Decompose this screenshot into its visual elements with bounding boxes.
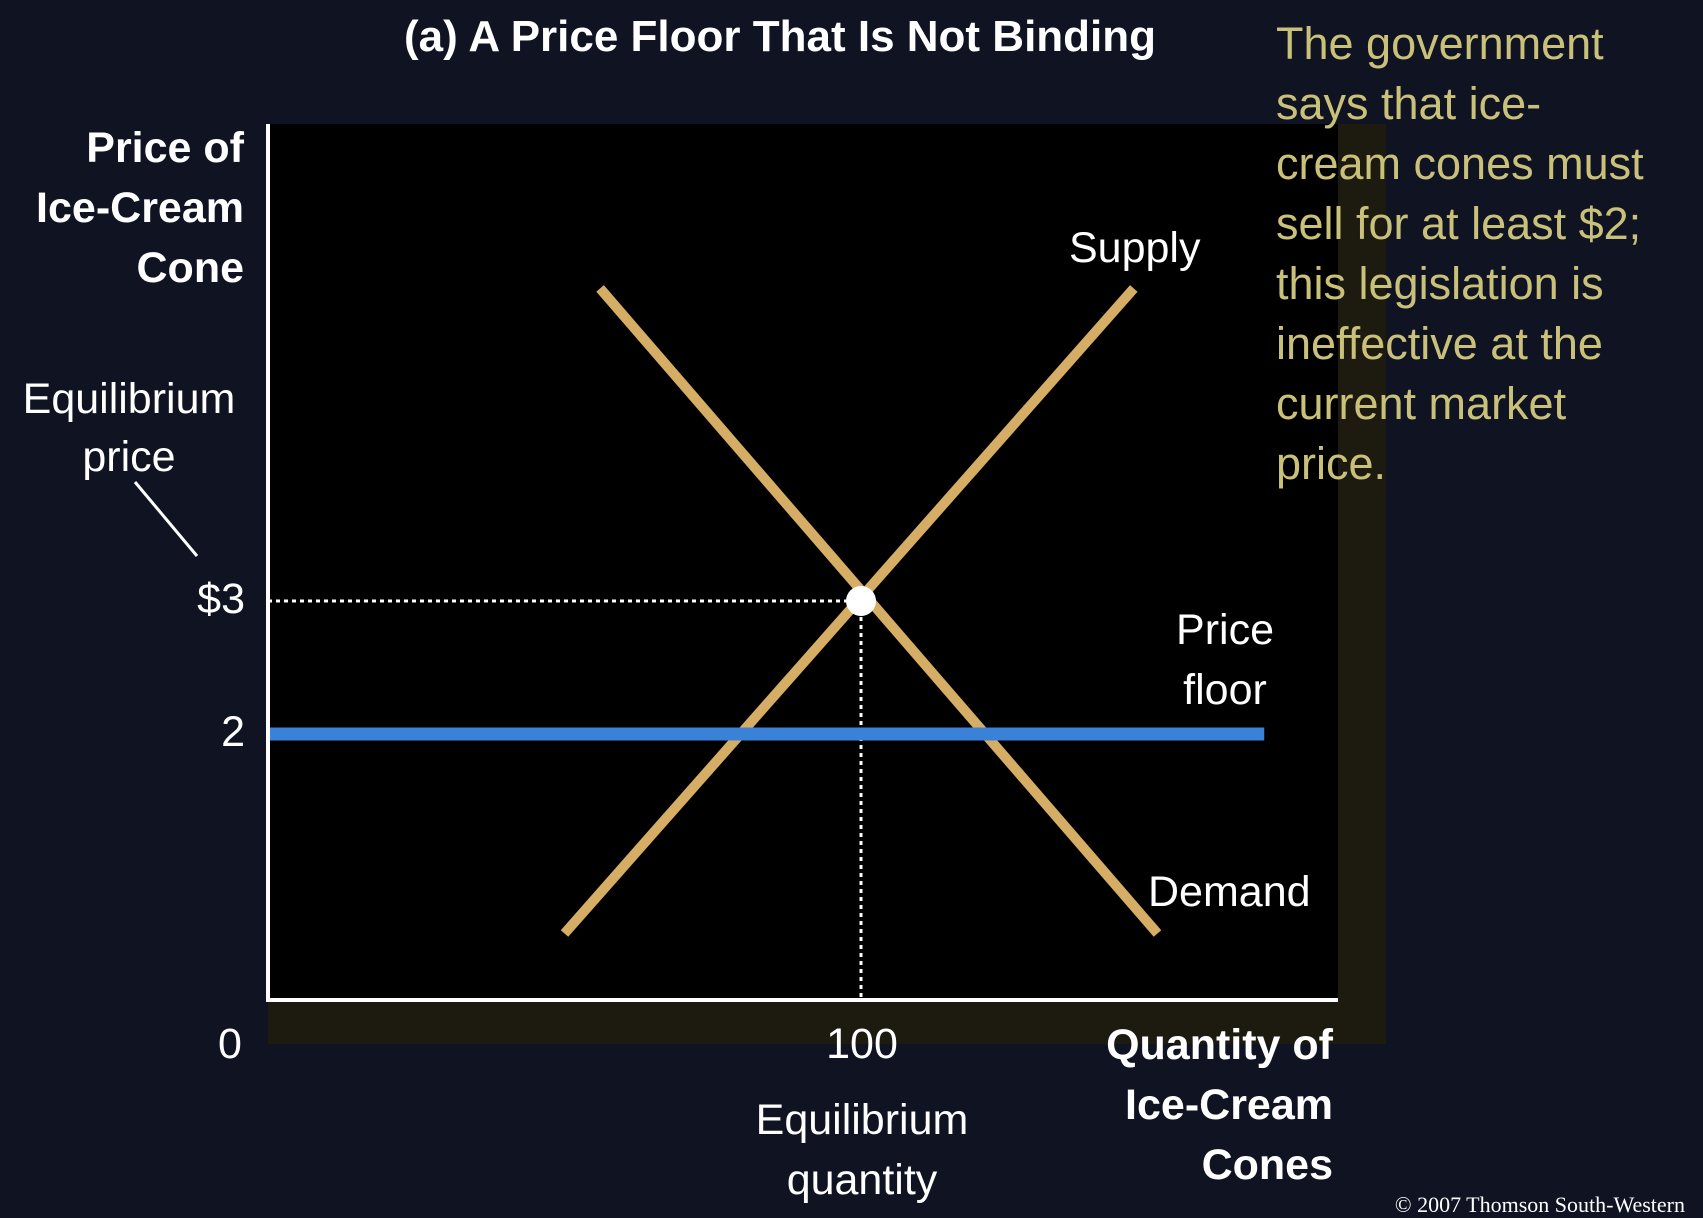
copyright-notice: © 2007 Thomson South-Western (1394, 1192, 1685, 1217)
demand-label: Demand (1148, 868, 1311, 916)
x-tick-label-100: 100 (826, 1020, 898, 1068)
demand-curve (596, 285, 1162, 937)
origin-label: 0 (218, 1020, 242, 1068)
equilibrium-price-leader (133, 481, 199, 557)
supply-curve (560, 285, 1138, 937)
x-axis-label: Quantity of Ice-Cream Cones (1106, 1021, 1333, 1189)
equilibrium-point (846, 586, 876, 616)
price-floor-label: Price floor (1176, 606, 1274, 714)
supply-label: Supply (1069, 224, 1201, 272)
explanation-note: The government says that ice- cream cone… (1276, 18, 1644, 489)
equilibrium-quantity-label: Equilibrium quantity (755, 1096, 969, 1204)
plot-area (268, 124, 1338, 1000)
y-tick-label-2: 2 (221, 708, 245, 756)
y-tick-label-3: $3 (197, 575, 245, 623)
equilibrium-price-label: Equilibrium price (22, 375, 236, 481)
chart-title: (a) A Price Floor That Is Not Binding (403, 12, 1157, 61)
y-axis-label: Price of Ice-Cream Cone (36, 124, 244, 292)
